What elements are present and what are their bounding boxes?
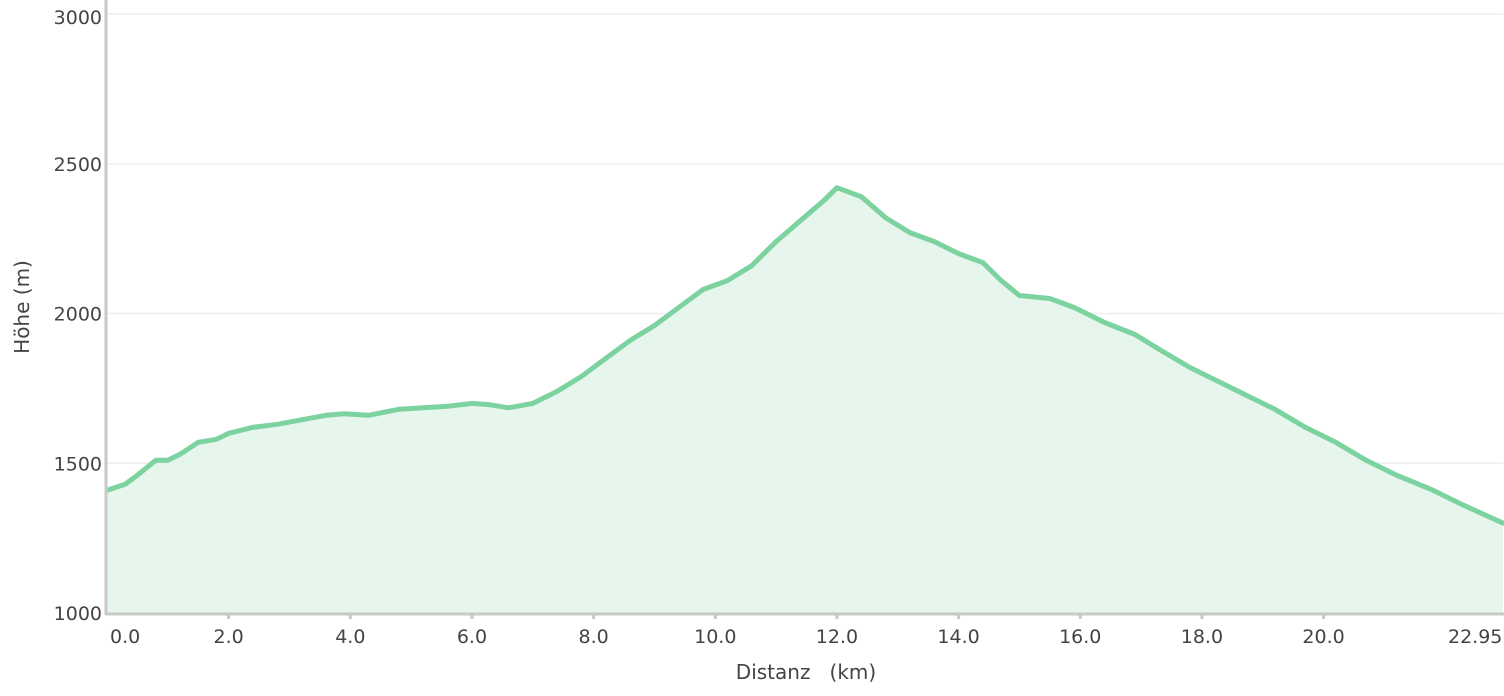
y-tick-label: 1000	[54, 603, 102, 625]
y-axis-title: Höhe (m)	[10, 260, 34, 354]
x-tick-label: 14.0	[937, 626, 979, 648]
x-tick-label: 22.95	[1448, 626, 1502, 648]
y-tick-label: 3000	[54, 7, 102, 29]
y-tick-label: 2500	[54, 154, 102, 176]
x-tick-label: 16.0	[1059, 626, 1101, 648]
x-tick-label: 4.0	[335, 626, 365, 648]
axes	[104, 0, 1504, 616]
y-tick-label: 2000	[54, 304, 102, 326]
x-tick-labels: 0.0 2.0 4.0 6.0 8.0 10.0 12.0 14.0 16.0 18.0 20.0 2…	[110, 614, 1502, 648]
y-tick-label: 1500	[54, 453, 102, 475]
x-axis-title: Distanz (km)	[736, 660, 876, 684]
x-tick-label: 2.0	[214, 626, 244, 648]
x-tick-label: 10.0	[694, 626, 736, 648]
x-tick-label: 8.0	[579, 626, 609, 648]
x-tick-label: 6.0	[457, 626, 487, 648]
x-tick-label: 12.0	[816, 626, 858, 648]
y-tick-labels: 1000 1500 2000 2500 3000	[54, 7, 102, 625]
x-tick-label: 20.0	[1302, 626, 1344, 648]
x-tick-label: 0.0	[110, 626, 140, 648]
elevation-line	[104, 185, 1504, 526]
elevation-area-fill	[107, 187, 1503, 613]
x-tick-label: 18.0	[1181, 626, 1223, 648]
